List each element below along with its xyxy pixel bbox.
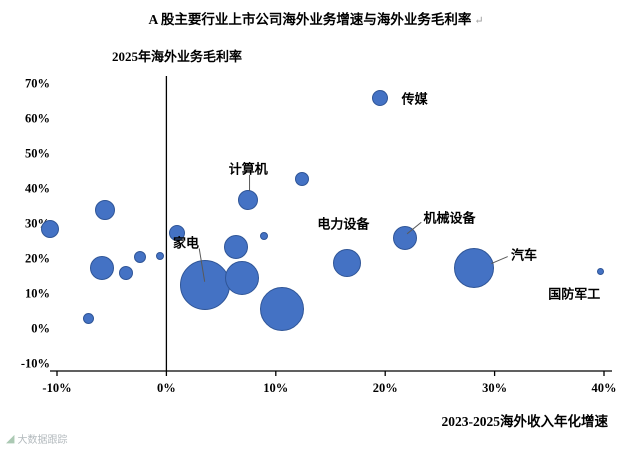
bubble (224, 260, 259, 295)
bubble (89, 256, 114, 281)
bubble (260, 286, 305, 331)
annotation-label-国防军工: 国防军工 (548, 286, 601, 302)
x-tick-label: 0% (157, 381, 176, 395)
chart-title: A 股主要行业上市公司海外业务增速与海外业务毛利率 ↵ (0, 8, 632, 28)
bubble (224, 235, 249, 260)
x-tick-label: 20% (372, 381, 398, 395)
bubble (95, 200, 116, 220)
bubble (118, 266, 133, 280)
annotation-label-传媒: 传媒 (401, 91, 428, 107)
annotation-label-汽车: 汽车 (511, 247, 538, 263)
bubble-家电 (179, 260, 230, 311)
bubble-汽车 (453, 248, 494, 289)
y-tick-label: 0% (31, 321, 50, 336)
bubble-传媒 (371, 90, 388, 106)
chart-title-text: A 股主要行业上市公司海外业务增速与海外业务毛利率 (148, 12, 472, 27)
annotation-label-家电: 家电 (172, 235, 199, 250)
bubble-电力设备 (332, 248, 361, 277)
annotation-label-计算机: 计算机 (228, 161, 268, 177)
paragraph-return-mark: ↵ (474, 15, 484, 27)
bubble (83, 313, 95, 324)
y-tick-label: 70% (25, 76, 50, 91)
y-tick-label: 10% (25, 286, 50, 301)
y-axis-title: 2025年海外业务毛利率 (112, 49, 243, 64)
x-tick-label: 40% (591, 381, 617, 395)
y-tick-label: 60% (25, 111, 50, 126)
annotation-label-电力设备: 电力设备 (317, 216, 370, 232)
bubble-机械设备 (392, 226, 417, 250)
annotation-label-机械设备: 机械设备 (423, 210, 476, 226)
bubble (295, 171, 310, 186)
bubble (134, 250, 147, 263)
y-tick-label: 20% (25, 251, 50, 266)
bubble (155, 251, 164, 260)
bubble (259, 232, 268, 241)
x-tick-label: 30% (482, 381, 508, 395)
bubble-计算机 (238, 189, 259, 210)
x-tick-label: 10% (263, 381, 289, 395)
watermark-text: 大数据跟踪 (17, 435, 68, 446)
bubble (169, 224, 186, 241)
bubble-国防军工 (597, 268, 605, 276)
y-tick-label: 40% (25, 181, 50, 196)
y-tick-label: 50% (25, 146, 50, 161)
bubble (41, 220, 60, 239)
x-tick-label: -10% (42, 381, 72, 395)
watermark: ◢ 大数据跟踪 (6, 431, 67, 446)
x-axis-title: 2023-2025海外收入年化增速 (441, 414, 609, 429)
y-tick-label: -10% (20, 356, 50, 371)
watermark-logo-icon: ◢ (6, 433, 15, 445)
